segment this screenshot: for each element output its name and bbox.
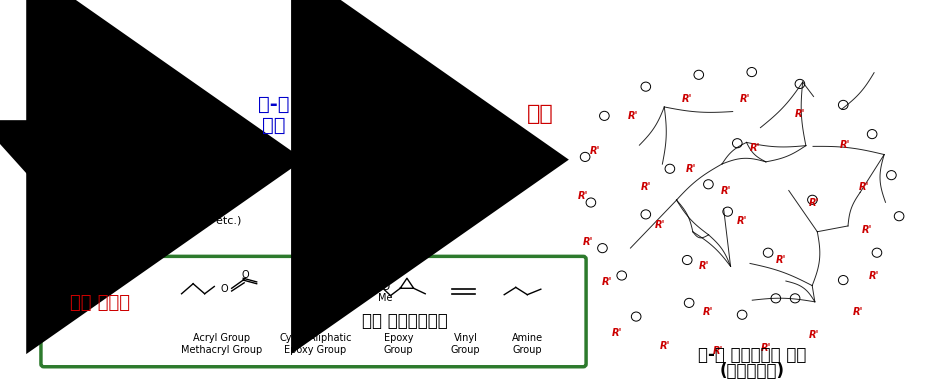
Text: O: O	[220, 284, 227, 294]
Text: 솔-젤: 솔-젤	[258, 95, 289, 114]
Text: 유기 관능기: 유기 관능기	[70, 294, 130, 312]
Text: R': R'	[352, 281, 366, 294]
Text: 솔-젤 하이브리드 재료: 솔-젤 하이브리드 재료	[697, 346, 805, 364]
Text: R': R'	[861, 225, 871, 235]
Text: R': R'	[775, 255, 785, 265]
Text: R': R'	[698, 261, 708, 271]
Text: 3: 3	[122, 201, 128, 210]
Text: Acryl Group
Methacryl Group: Acryl Group Methacryl Group	[181, 333, 262, 355]
Text: O: O	[403, 243, 412, 253]
Text: Si (OR): Si (OR)	[90, 145, 210, 174]
Text: O: O	[366, 138, 375, 148]
Text: Me: Me	[317, 225, 332, 235]
Text: R': R'	[628, 111, 638, 121]
Text: 2: 2	[146, 201, 151, 210]
Text: ,: ,	[179, 216, 182, 226]
Text: R': R'	[45, 145, 79, 174]
Text: Si: Si	[417, 219, 430, 232]
Text: O: O	[386, 264, 395, 274]
Text: R': R'	[582, 237, 592, 247]
Text: Me: Me	[327, 94, 341, 104]
Text: R': R'	[712, 346, 722, 356]
Text: Si: Si	[413, 169, 425, 182]
Text: Amine
Group: Amine Group	[511, 333, 542, 355]
Text: O: O	[414, 147, 424, 157]
Text: Functional  group: Functional group	[57, 235, 167, 245]
Text: R': R'	[703, 307, 713, 317]
Text: R': R'	[472, 146, 486, 159]
Text: R': R'	[794, 109, 805, 119]
Text: 중합: 중합	[526, 104, 552, 124]
Text: Modifier: Modifier	[70, 216, 116, 226]
Text: 5: 5	[162, 201, 168, 210]
Text: R': R'	[681, 94, 692, 104]
FancyBboxPatch shape	[41, 256, 586, 367]
Text: R': R'	[719, 186, 730, 196]
Text: R': R'	[602, 277, 612, 287]
Text: , C: , C	[129, 198, 143, 208]
Text: O: O	[446, 109, 454, 119]
Text: Vinyl
Group: Vinyl Group	[451, 333, 480, 355]
Text: R': R'	[659, 341, 669, 351]
Text: R': R'	[611, 328, 621, 338]
Text: 4-n: 4-n	[206, 157, 233, 175]
Text: R': R'	[324, 169, 337, 182]
Text: ,  etc.: , etc.	[167, 198, 198, 208]
Text: R': R'	[858, 182, 869, 192]
Text: R : H,  CH: R : H, CH	[47, 198, 101, 208]
Text: O: O	[398, 195, 406, 205]
Text: Si: Si	[430, 117, 443, 130]
Text: O: O	[336, 220, 344, 230]
Text: R': R'	[578, 191, 588, 201]
Text: H: H	[151, 198, 159, 208]
Text: R': R'	[441, 219, 454, 232]
Text: R': R'	[451, 91, 464, 104]
Text: R': R'	[654, 220, 665, 230]
Text: n: n	[79, 153, 89, 171]
Text: R': R'	[852, 307, 862, 317]
Text: O: O	[393, 138, 402, 148]
Text: Me: Me	[472, 127, 486, 137]
Text: O: O	[241, 270, 248, 280]
Text: R': R'	[868, 271, 879, 281]
Text: Si: Si	[369, 107, 382, 121]
Text: Si: Si	[379, 263, 392, 276]
Text: (H, CH: (H, CH	[130, 216, 169, 226]
Text: O: O	[368, 240, 377, 250]
Text: O: O	[461, 127, 469, 137]
Text: R': R'	[640, 182, 651, 192]
Text: 반응: 반응	[262, 116, 286, 134]
Text: R': R'	[589, 146, 600, 156]
Text: , etc.): , etc.)	[210, 216, 242, 226]
Text: Si: Si	[353, 162, 366, 175]
Text: Me: Me	[378, 293, 392, 303]
Text: R': R'	[736, 216, 746, 226]
Text: R': R'	[739, 94, 749, 104]
Text: O: O	[346, 100, 354, 110]
Text: Epoxy
Group: Epoxy Group	[383, 333, 413, 355]
Text: O: O	[381, 282, 389, 292]
Text: 3: 3	[173, 219, 179, 228]
Text: Si: Si	[355, 214, 368, 227]
Text: Cyclo-Aliphatic
Epoxy Group: Cyclo-Aliphatic Epoxy Group	[279, 333, 351, 355]
Text: O: O	[387, 167, 397, 177]
Text: R': R'	[839, 140, 849, 150]
Text: O: O	[357, 188, 365, 198]
Text: R': R'	[400, 248, 414, 261]
Text: O: O	[403, 113, 412, 123]
Text: Me: Me	[455, 104, 470, 114]
Text: R': R'	[760, 343, 770, 353]
Text: O: O	[376, 191, 385, 201]
Text: 유기 올리고실록산: 유기 올리고실록산	[362, 312, 448, 330]
Text: R': R'	[808, 198, 819, 208]
Text: R': R'	[808, 330, 819, 340]
Text: R': R'	[749, 143, 759, 153]
Text: R': R'	[685, 164, 695, 174]
Text: R': R'	[352, 85, 366, 98]
Text: R' :: R' :	[47, 216, 70, 226]
Text: (하이브리머): (하이브리머)	[718, 362, 783, 380]
